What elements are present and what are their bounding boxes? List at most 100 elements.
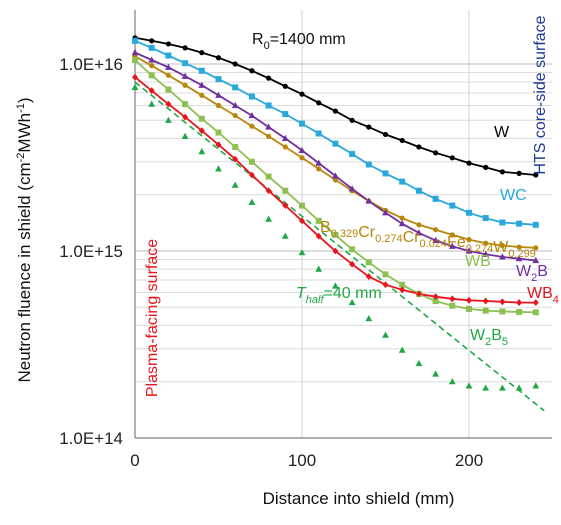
data-point — [516, 308, 523, 315]
data-point — [365, 161, 372, 168]
data-point — [515, 384, 523, 391]
data-point — [132, 37, 138, 44]
data-point — [399, 137, 405, 144]
y-tick-label: 1.0E+16 — [59, 55, 123, 74]
data-point — [132, 57, 138, 64]
data-point — [182, 60, 189, 67]
data-point — [299, 91, 305, 97]
data-point — [466, 160, 472, 166]
data-point — [165, 72, 171, 78]
data-point — [482, 384, 490, 391]
data-point — [332, 282, 339, 289]
data-point — [415, 290, 422, 298]
data-point — [281, 134, 289, 142]
data-point — [198, 67, 205, 74]
data-point — [215, 165, 222, 172]
data-point — [199, 92, 205, 98]
data-point — [382, 281, 389, 289]
data-point — [516, 299, 523, 306]
data-point — [315, 217, 322, 224]
data-point — [533, 172, 539, 178]
data-point — [332, 247, 339, 255]
series-line — [134, 59, 536, 314]
data-point — [165, 116, 172, 123]
thalf-label: Thalf=40 mm — [296, 285, 382, 306]
data-point — [399, 281, 406, 288]
data-point — [348, 298, 356, 306]
data-point — [382, 271, 389, 278]
data-point — [215, 141, 222, 149]
data-point — [298, 146, 306, 154]
data-point — [215, 129, 222, 136]
hts-core-label: HTS core-side surface — [532, 15, 549, 174]
data-point — [265, 187, 272, 195]
label-W2B5: W2B5 — [470, 327, 508, 348]
data-point — [398, 220, 406, 227]
y-tick-label: 1.0E+14 — [59, 429, 123, 448]
data-point — [149, 63, 155, 69]
data-point — [432, 236, 439, 243]
data-point — [398, 346, 406, 353]
data-point — [416, 144, 422, 150]
data-point — [449, 202, 456, 209]
data-point — [299, 217, 305, 225]
x-axis-title: Distance into shield (mm) — [263, 489, 455, 508]
data-point — [483, 240, 489, 246]
data-point — [165, 86, 172, 93]
data-point — [282, 187, 289, 194]
data-point — [266, 75, 272, 81]
axes — [134, 10, 552, 439]
data-point — [299, 202, 305, 209]
data-point — [315, 232, 322, 240]
data-point — [532, 382, 540, 389]
data-point — [465, 382, 473, 389]
series-lines — [134, 36, 545, 412]
data-point — [399, 215, 405, 221]
series-line — [134, 55, 536, 249]
data-point — [198, 148, 206, 155]
data-point — [382, 209, 389, 216]
data-point — [231, 101, 239, 109]
label-W2B: W2B — [516, 263, 548, 284]
data-point — [349, 117, 355, 123]
data-point — [198, 115, 205, 122]
data-point — [248, 198, 256, 205]
data-point — [532, 221, 539, 228]
data-point — [432, 370, 439, 377]
data-point — [182, 101, 189, 108]
data-point — [182, 113, 189, 121]
data-point — [232, 112, 238, 119]
data-point — [132, 73, 138, 81]
data-point — [315, 159, 323, 166]
data-point — [366, 124, 372, 130]
data-point — [315, 265, 323, 272]
data-point — [148, 87, 155, 95]
data-point — [181, 72, 189, 79]
data-point — [382, 331, 389, 338]
data-point — [281, 232, 289, 239]
x-tick-label: 0 — [130, 451, 139, 470]
data-point — [266, 133, 272, 140]
data-point — [148, 100, 156, 107]
data-point — [299, 155, 305, 161]
data-point — [182, 82, 188, 88]
data-point — [198, 81, 206, 88]
data-point — [415, 187, 422, 194]
label-alloy: B0.329Cr0.274Cr0.024Fe0.274W0.299 — [320, 219, 536, 260]
data-point — [499, 242, 505, 249]
data-point — [465, 247, 473, 254]
data-point — [131, 83, 139, 90]
data-point — [449, 302, 456, 309]
x-tick-label: 200 — [455, 451, 483, 470]
data-point — [232, 143, 239, 150]
data-point — [265, 173, 272, 180]
data-point — [332, 231, 339, 238]
data-point — [249, 68, 255, 74]
data-point — [131, 49, 139, 56]
data-point — [248, 158, 255, 165]
data-point — [382, 131, 389, 138]
data-point — [198, 127, 205, 135]
data-point — [516, 170, 522, 176]
data-point — [282, 111, 289, 118]
